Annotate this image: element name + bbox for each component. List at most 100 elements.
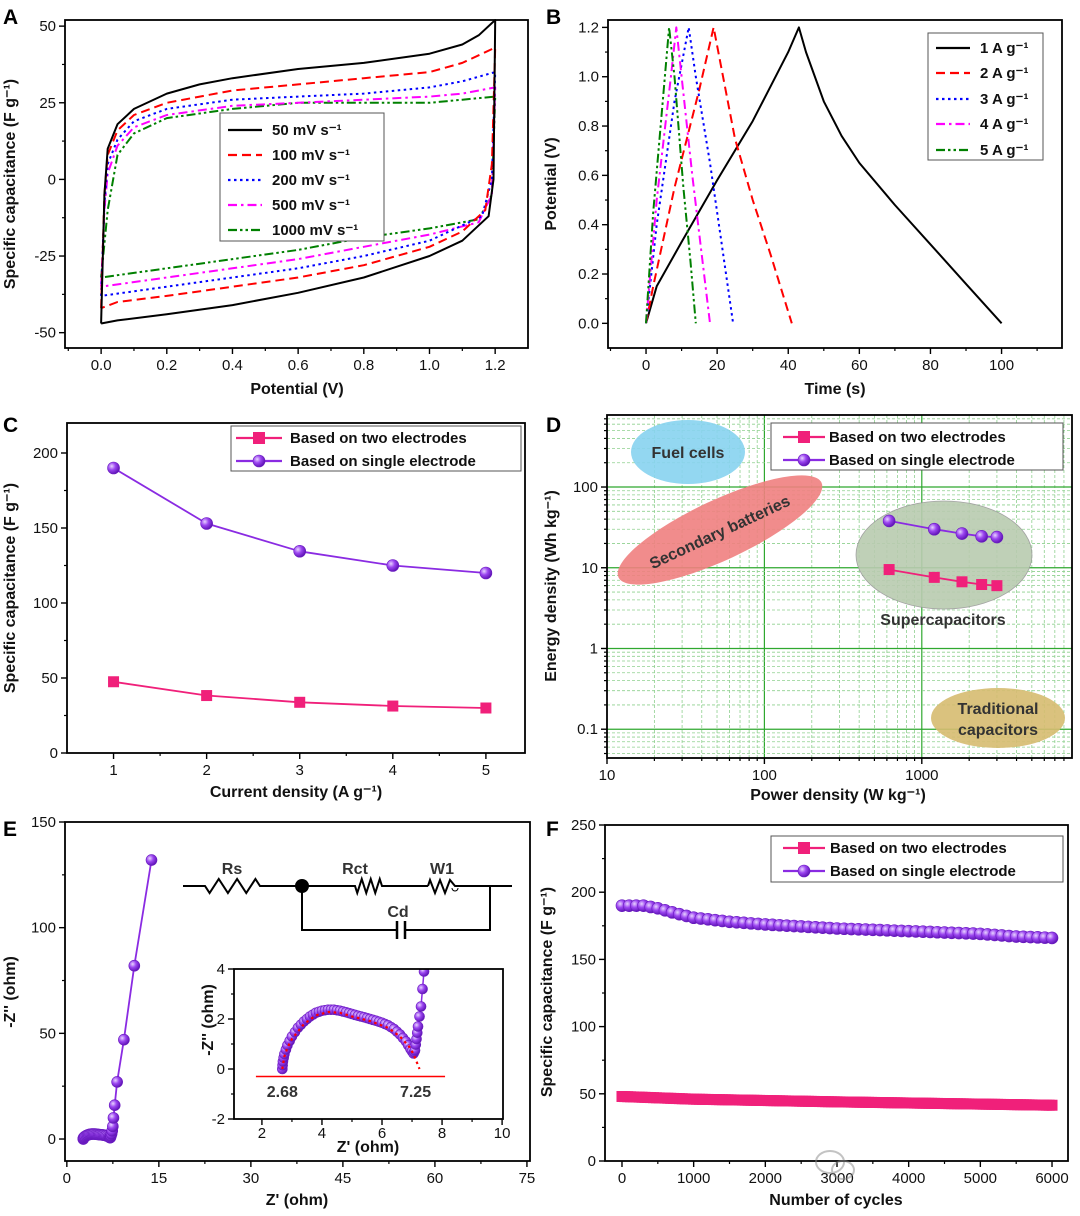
legend-item: 100 mV s⁻¹ — [228, 147, 350, 164]
y-tick-label: 25 — [39, 95, 56, 112]
resistor-rct — [336, 875, 428, 897]
data-marker-sphere — [415, 1001, 427, 1012]
x-tick-label: 15 — [151, 1170, 168, 1187]
legend-label: 50 mV s⁻¹ — [272, 122, 342, 139]
x-axis-title: Current density (A g⁻¹) — [210, 784, 382, 801]
x-tick-label: 100 — [752, 767, 777, 784]
x-axis-title: Time (s) — [804, 381, 865, 398]
data-marker-square — [928, 571, 940, 583]
circuit-label-rct: Rct — [342, 861, 368, 878]
y-tick-label: 100 — [31, 920, 56, 937]
wechat-icon-bubble — [831, 1160, 855, 1180]
circuit-label-w1: W1 — [430, 861, 454, 878]
nyquist-line — [82, 859, 153, 1140]
y-tick-label: 0 — [48, 1131, 56, 1148]
legend: 50 mV s⁻¹ 100 mV s⁻¹ 200 mV s⁻¹ 500 mV s⁻¹ 1… — [219, 112, 385, 242]
region-label-capacitors: capacitors — [958, 722, 1038, 739]
x-tick-label: 1000 — [677, 1170, 710, 1187]
legend-label: 5 A g⁻¹ — [980, 142, 1028, 159]
legend-box — [927, 32, 1044, 161]
resistor-rs — [183, 877, 336, 895]
data-marker-sphere — [111, 1076, 123, 1088]
plot-frame — [607, 19, 1063, 349]
data-marker-sphere — [145, 854, 158, 866]
data-marker-sphere — [882, 514, 896, 528]
equivalent-circuit-diagram: Rs Rct W1 Cd — [183, 861, 512, 939]
legend-item: Based on two electrodes — [236, 430, 467, 447]
x-tick-label: 0 — [618, 1170, 626, 1187]
legend-label: 2 A g⁻¹ — [980, 65, 1028, 82]
y-tick-label: 0 — [48, 171, 56, 188]
legend-item: 4 A g⁻¹ — [936, 116, 1028, 133]
x-tick-label: 1.0 — [419, 357, 440, 374]
y-tick-label: 200 — [33, 445, 58, 462]
x-tick-label: 10 — [494, 1125, 511, 1142]
x-tick-label: 60 — [427, 1170, 444, 1187]
x-tick-label: 0 — [63, 1170, 71, 1187]
legend-box — [770, 835, 1064, 883]
legend-label: Based on two electrodes — [290, 430, 467, 447]
legend-item: Based on single electrode — [783, 452, 1015, 469]
data-marker-square — [253, 432, 265, 444]
legend-label: 200 mV s⁻¹ — [272, 172, 350, 189]
x-tick-label: 0.8 — [353, 357, 374, 374]
y-tick-label: 150 — [571, 951, 596, 968]
data-marker-sphere — [797, 864, 811, 878]
region-secondary-batteries — [617, 475, 823, 585]
circuit-label-cd: Cd — [387, 904, 408, 921]
data-marker-sphere — [1045, 931, 1059, 945]
plot-frame — [66, 422, 526, 754]
capacitor-cd — [395, 921, 407, 939]
legend-item: 1000 mV s⁻¹ — [228, 222, 358, 239]
legend-item: 200 mV s⁻¹ — [228, 172, 350, 189]
circuit-label-rs: Rs — [222, 861, 243, 878]
legend-label: Based on two electrodes — [829, 429, 1006, 446]
x-tick-label: 0.6 — [288, 357, 309, 374]
legend-label: Based on single electrode — [290, 453, 476, 470]
legend-item: Based on single electrode — [236, 453, 476, 470]
y-tick-label: 0.8 — [578, 118, 599, 135]
panel-label: D — [546, 414, 561, 437]
gcd-curve — [645, 26, 1003, 324]
cv-curve — [100, 71, 497, 297]
x-tick-label: 1 — [109, 762, 117, 779]
legend: 1 A g⁻¹ 2 A g⁻¹ 3 A g⁻¹ 4 A g⁻¹ 5 A g⁻¹ — [927, 32, 1044, 161]
legend-box — [770, 422, 1064, 471]
y-tick-label: 1 — [590, 640, 598, 657]
gcd-curve — [645, 26, 735, 324]
x-tick-label: 4000 — [892, 1170, 925, 1187]
inset-plot-area — [255, 969, 446, 1078]
y-axis-title: -Z'' (ohm) — [2, 956, 19, 1028]
data-marker-sphere — [386, 559, 400, 572]
data-marker-sphere — [479, 566, 493, 580]
data-marker-sphere — [990, 530, 1004, 544]
plot-frame — [606, 414, 1073, 759]
y-tick-label: 150 — [33, 520, 58, 537]
x-tick-label: 40 — [780, 357, 797, 374]
data-marker-square — [108, 676, 120, 688]
legend-item: 2 A g⁻¹ — [936, 65, 1028, 82]
region-fuel-cells — [631, 420, 745, 484]
y-tick-label: 0.1 — [577, 721, 598, 738]
x-tick-label: 4 — [389, 762, 397, 779]
panel-label: C — [3, 414, 18, 437]
x-tick-label: 80 — [922, 357, 939, 374]
legend-label: Based on single electrode — [830, 863, 1016, 880]
circuit-wire — [301, 886, 491, 931]
x-tick-label: 0.0 — [91, 357, 112, 374]
legend-item: 1 A g⁻¹ — [936, 40, 1028, 57]
data-marker-square — [294, 696, 306, 708]
x-tick-label: 5 — [482, 762, 490, 779]
y-axis-title: Specific capacitance (F g⁻¹) — [2, 79, 19, 289]
y-tick-label: 100 — [571, 1019, 596, 1036]
data-marker-sphere — [107, 461, 120, 475]
data-marker-sphere — [252, 454, 266, 468]
y-tick-label: 50 — [39, 1025, 56, 1042]
y-tick-label: 1.2 — [578, 19, 599, 36]
x-tick-label: 100 — [989, 357, 1014, 374]
data-marker-square — [956, 576, 968, 588]
y-axis-title: Potential (V) — [543, 137, 560, 230]
x-tick-label: 1000 — [905, 767, 938, 784]
plot-frame — [604, 824, 1069, 1162]
